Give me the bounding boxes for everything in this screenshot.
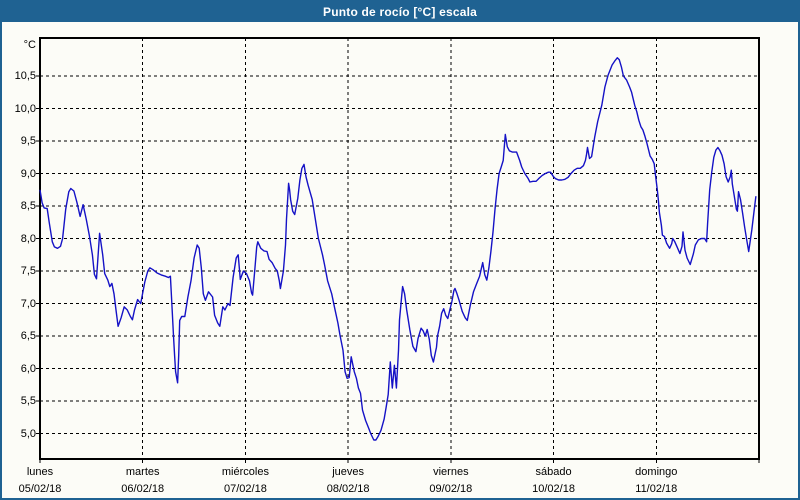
y-tick-label: 9,5 (20, 135, 36, 147)
y-tick-label: 5,5 (20, 395, 36, 407)
x-day-name-label: lunes (26, 466, 54, 478)
plot-border (39, 37, 760, 460)
y-tick-label: 10,5 (14, 70, 36, 82)
x-day-date-label: 05/02/18 (18, 483, 62, 495)
title-bar: Punto de rocío [°C] escala (2, 2, 798, 22)
x-day-date-label: 06/02/18 (121, 483, 165, 495)
x-day-name-label: martes (125, 466, 160, 478)
x-day-name-label: sábado (535, 466, 572, 478)
x-day-name-label: viernes (433, 466, 469, 478)
y-tick-label: 7,5 (20, 265, 36, 277)
x-day-date-label: 09/02/18 (429, 483, 473, 495)
chart-title: Punto de rocío [°C] escala (322, 5, 478, 19)
dewpoint-series-line (39, 57, 757, 441)
x-day-date-label: 11/02/18 (635, 483, 678, 495)
y-tick-label: 7,0 (20, 297, 36, 310)
x-day-name-label: jueves (332, 466, 365, 478)
y-tick-label: 8,5 (20, 200, 36, 212)
y-tick-label: 8,0 (20, 232, 36, 245)
y-tick-label: 5,0 (20, 427, 36, 440)
y-tick-label: 9,0 (20, 167, 36, 180)
x-day-name-label: domingo (635, 466, 678, 478)
x-day-date-label: 10/02/18 (532, 483, 575, 495)
y-axis-unit-label: °C (23, 39, 36, 51)
y-tick-label: 6,0 (20, 362, 36, 375)
y-tick-label: 10,0 (14, 102, 36, 115)
x-day-name-label: miércoles (221, 466, 269, 478)
x-day-date-label: 07/02/18 (224, 483, 267, 495)
x-day-date-label: 08/02/18 (326, 483, 370, 495)
y-tick-label: 6,5 (20, 330, 36, 342)
